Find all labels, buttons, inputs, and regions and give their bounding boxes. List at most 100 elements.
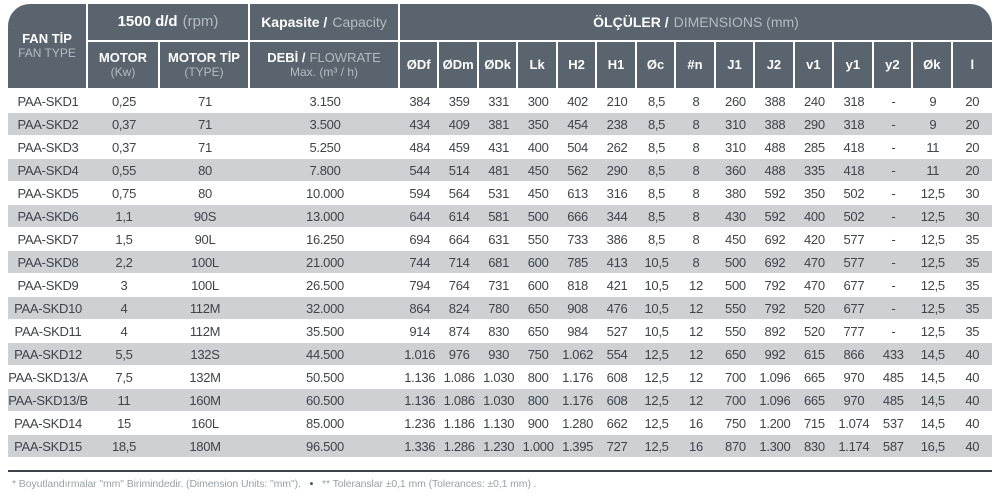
flowrate-cell: 44.500 bbox=[306, 346, 344, 362]
motor-tip-label: MOTOR TİP bbox=[168, 49, 240, 65]
motor-kw-cell: 1,1 bbox=[115, 208, 133, 224]
flowrate-cell: 3.500 bbox=[309, 116, 341, 132]
dim-cell: 16,5 bbox=[920, 438, 945, 454]
dim-cell: 430 bbox=[725, 208, 746, 224]
dim-column-header: ØDm bbox=[439, 42, 479, 88]
motor-kw-cell: 11 bbox=[117, 392, 131, 408]
dim-cell: 665 bbox=[803, 392, 825, 408]
dim-cell: 818 bbox=[567, 277, 588, 293]
dim-cell: 750 bbox=[725, 415, 746, 431]
dim-cell: 10,5 bbox=[644, 323, 669, 339]
dim-cell: 388 bbox=[764, 93, 786, 109]
header-motor-type: MOTOR TİP (TYPE) bbox=[160, 42, 250, 88]
dim-cell: - bbox=[891, 185, 896, 201]
dim-cell: - bbox=[891, 208, 896, 224]
dim-cell: 12 bbox=[689, 369, 703, 385]
table-row: PAA-SKD1 0,25 71 3.150 384 359 331 300 402 210 8,5… bbox=[8, 90, 992, 113]
dim-cell: 665 bbox=[803, 369, 825, 385]
dimensions-label-tr: ÖLÇÜLER / bbox=[593, 13, 669, 30]
debi-unit: Max. (m³ / h) bbox=[290, 64, 358, 79]
dim-cell: 581 bbox=[488, 208, 510, 224]
dim-cell: 8 bbox=[692, 185, 700, 201]
dim-cell: 792 bbox=[764, 277, 786, 293]
dim-cell: 8 bbox=[692, 208, 700, 224]
table-row: PAA-SKD12 5,5 132S 44.500 1.016 976 930 750 1.06… bbox=[8, 343, 992, 366]
dim-cell: 8,5 bbox=[647, 139, 666, 155]
dim-cell: 8 bbox=[692, 162, 700, 178]
dim-cell: 400 bbox=[527, 139, 549, 155]
dim-cell: 470 bbox=[803, 254, 825, 270]
fan-type-cell: PAA-SKD6 bbox=[17, 208, 79, 224]
table-row: PAA-SKD11 4 112M 35.500 914 874 830 650 984 527 10… bbox=[8, 320, 992, 343]
dim-cell: 664 bbox=[448, 231, 470, 247]
table-row: PAA-SKD13/B 11 160M 60.500 1.136 1.086 1.030 80… bbox=[8, 389, 992, 412]
dim-cell: 35 bbox=[965, 277, 980, 293]
dim-cell: 1.300 bbox=[759, 438, 791, 454]
dim-cell: 694 bbox=[409, 231, 431, 247]
dim-cell: 744 bbox=[409, 254, 431, 270]
dim-cell: 485 bbox=[882, 369, 904, 385]
fan-type-cell: PAA-SKD15 bbox=[14, 438, 82, 454]
motor-type-cell: 71 bbox=[198, 116, 212, 132]
dim-cell: 562 bbox=[567, 162, 588, 178]
dim-cell: 400 bbox=[803, 208, 825, 224]
dim-cell: 488 bbox=[764, 139, 786, 155]
dim-cell: 350 bbox=[527, 116, 549, 132]
dim-cell: - bbox=[891, 323, 896, 339]
dim-cell: 644 bbox=[409, 208, 431, 224]
dim-cell: 700 bbox=[725, 369, 746, 385]
dim-cell: 615 bbox=[803, 346, 825, 362]
dim-cell: 592 bbox=[764, 208, 786, 224]
table-row: PAA-SKD4 0,55 80 7.800 544 514 481 450 562 290 8,5… bbox=[8, 159, 992, 182]
motor-type-cell: 160L bbox=[191, 415, 219, 431]
dim-cell: 1.136 bbox=[404, 369, 436, 385]
flowrate-cell: 85.000 bbox=[306, 415, 344, 431]
dim-cell: 830 bbox=[803, 438, 825, 454]
dim-cell: - bbox=[891, 277, 896, 293]
dim-cell: 360 bbox=[725, 162, 746, 178]
motor-type-cell: 180M bbox=[189, 438, 221, 454]
motor-kw-cell: 15 bbox=[117, 415, 131, 431]
dim-cell: 714 bbox=[448, 254, 470, 270]
dim-cell: 564 bbox=[448, 185, 470, 201]
dim-cell: 650 bbox=[527, 300, 549, 316]
dim-cell: 12,5 bbox=[920, 254, 945, 270]
dim-cell: 550 bbox=[725, 323, 746, 339]
flowrate-cell: 5.250 bbox=[309, 139, 341, 155]
dim-column-header: H2 bbox=[557, 42, 598, 88]
dim-column-header: #n bbox=[676, 42, 716, 88]
fan-type-cell: PAA-SKD11 bbox=[14, 323, 82, 339]
dim-cell: 12,5 bbox=[644, 415, 669, 431]
dim-cell: 12 bbox=[689, 300, 703, 316]
dim-cell: 14,5 bbox=[920, 392, 945, 408]
dim-cell: 780 bbox=[488, 300, 510, 316]
dim-cell: 10,5 bbox=[644, 300, 669, 316]
dim-cell: 500 bbox=[725, 277, 746, 293]
dim-cell: 1.186 bbox=[443, 415, 475, 431]
table-row: PAA-SKD6 1,1 90S 13.000 644 614 581 500 666 344 8,… bbox=[8, 205, 992, 228]
dim-cell: 1.336 bbox=[404, 438, 436, 454]
dim-cell: 14,5 bbox=[920, 346, 945, 362]
dim-cell: 335 bbox=[803, 162, 825, 178]
dim-cell: 800 bbox=[527, 392, 549, 408]
dim-cell: 650 bbox=[527, 323, 549, 339]
dim-cell: 40 bbox=[965, 346, 980, 362]
motor-type-cell: 112M bbox=[189, 323, 221, 339]
dim-cell: 409 bbox=[448, 116, 470, 132]
motor-type-cell: 160M bbox=[189, 392, 221, 408]
dim-cell: 285 bbox=[803, 139, 825, 155]
dim-cell: 318 bbox=[843, 93, 865, 109]
dim-cell: 866 bbox=[843, 346, 865, 362]
rpm-unit: (rpm) bbox=[182, 13, 219, 31]
dim-cell: 450 bbox=[725, 231, 746, 247]
dim-cell: 12 bbox=[689, 346, 703, 362]
dim-cell: 520 bbox=[803, 300, 825, 316]
motor-kw-cell: 0,37 bbox=[111, 139, 137, 155]
flowrate-cell: 32.000 bbox=[306, 300, 344, 316]
dim-cell: 592 bbox=[764, 185, 786, 201]
dim-cell: 1.086 bbox=[443, 369, 475, 385]
dim-cell: 500 bbox=[725, 254, 746, 270]
motor-kw-cell: 0,55 bbox=[111, 162, 137, 178]
dim-cell: 554 bbox=[606, 346, 628, 362]
dim-cell: 1.086 bbox=[443, 392, 475, 408]
